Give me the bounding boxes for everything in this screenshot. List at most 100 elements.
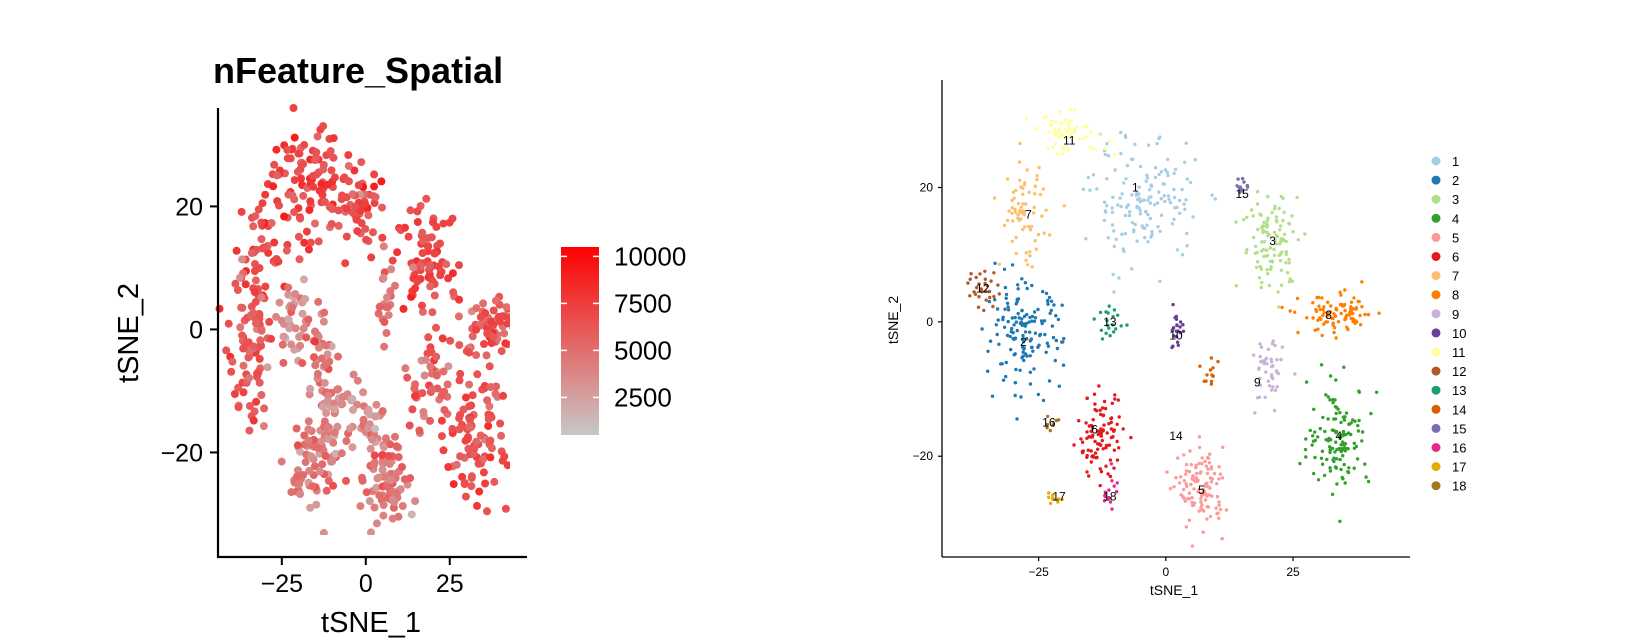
cluster-point (1020, 317, 1024, 321)
cluster-point (1266, 347, 1271, 351)
cluster-point (1030, 283, 1034, 288)
cluster-point (1119, 324, 1123, 328)
cluster-point (1046, 298, 1050, 303)
cluster-point (1262, 229, 1266, 234)
cluster-point (1013, 207, 1017, 211)
feature-point (439, 219, 448, 228)
cluster-point (1042, 231, 1046, 235)
cluster-point (1058, 121, 1063, 126)
feature-point (313, 369, 322, 378)
feature-point (448, 269, 457, 278)
cluster-point (1020, 356, 1024, 360)
feature-point (351, 202, 360, 211)
feature-point (483, 396, 492, 405)
cluster-point (1065, 130, 1070, 134)
cluster-point (1363, 312, 1367, 317)
feature-point (411, 391, 419, 400)
cluster-point (1184, 469, 1189, 473)
cluster-point (1025, 168, 1029, 172)
cluster-point (1084, 237, 1088, 241)
feature-point (448, 214, 457, 223)
feature-point (249, 308, 258, 317)
cluster-point (1105, 204, 1109, 208)
cluster-point (1149, 235, 1153, 239)
feature-point (394, 453, 403, 462)
cluster-point (1328, 445, 1332, 449)
cluster-point (988, 339, 993, 343)
feature-point (251, 297, 260, 306)
cluster-point (1195, 471, 1199, 476)
feature-point (426, 362, 435, 371)
cluster-point (1216, 359, 1220, 364)
cluster-point (1093, 451, 1098, 455)
cluster-point (1018, 208, 1022, 213)
cluster-point (1240, 176, 1245, 181)
cluster-point (1334, 308, 1339, 312)
cluster-point (1112, 484, 1116, 488)
feature-point (486, 383, 495, 391)
feature-point (524, 317, 532, 325)
cluster-point (1189, 462, 1194, 467)
cluster-point (1316, 435, 1320, 439)
legend-label: 9 (1452, 307, 1459, 322)
cluster-point (983, 269, 987, 273)
cluster-point (1218, 507, 1223, 512)
cluster-point (1325, 457, 1329, 462)
cluster-point (1313, 455, 1317, 460)
cluster-point (1200, 462, 1204, 466)
cluster-point (1335, 405, 1339, 410)
cluster-point (1028, 250, 1032, 254)
cluster-point (1275, 385, 1279, 389)
cluster-point (1090, 435, 1095, 439)
cluster-point (1069, 119, 1073, 123)
cluster-point (1338, 411, 1342, 415)
cluster-point (1088, 188, 1092, 192)
cluster-point (1212, 471, 1217, 476)
cluster-point (1296, 330, 1300, 335)
cluster-point (996, 318, 1000, 322)
feature-point (399, 304, 408, 313)
cluster-point (1260, 280, 1264, 285)
cluster-point (1156, 225, 1160, 229)
cluster-point (1217, 516, 1221, 520)
cluster-point (1060, 340, 1064, 344)
cluster-point (1209, 382, 1214, 386)
cluster-point (1272, 247, 1276, 252)
cluster-point (986, 349, 990, 353)
cluster-point (1010, 326, 1014, 331)
cluster-point (1336, 320, 1341, 324)
cluster-point (1100, 438, 1105, 443)
feature-point (388, 256, 397, 265)
cluster-point (1052, 303, 1056, 307)
cluster-point (975, 285, 979, 290)
cluster-point (1113, 168, 1117, 172)
cluster-point (1047, 130, 1051, 134)
legend-swatch (1431, 194, 1441, 204)
cluster-label: 5 (1198, 483, 1205, 497)
cluster-point (1166, 194, 1171, 198)
cluster-point (1035, 126, 1039, 131)
cluster-point (1269, 357, 1273, 361)
feature-point (287, 488, 296, 497)
cluster-point (1140, 224, 1144, 228)
legend-swatch (1431, 404, 1441, 414)
feature-point (328, 457, 337, 466)
cluster-point (1110, 223, 1115, 227)
cluster-point (1284, 239, 1288, 244)
feature-point (317, 180, 326, 189)
feature-point (497, 347, 506, 356)
cluster-point (1003, 285, 1008, 290)
cluster-point (1340, 475, 1344, 480)
cluster-point (1181, 329, 1186, 333)
cluster-point (995, 307, 1000, 311)
feature-point (265, 317, 274, 326)
cluster-point (1070, 135, 1074, 139)
feature-point (424, 333, 433, 342)
feature-point (260, 404, 269, 413)
feature-point (357, 158, 366, 167)
cluster-point (1079, 437, 1083, 441)
feature-point (362, 488, 371, 497)
feature-point (296, 214, 305, 223)
legend-label: 5 (1452, 230, 1459, 245)
cluster-point (984, 289, 988, 293)
